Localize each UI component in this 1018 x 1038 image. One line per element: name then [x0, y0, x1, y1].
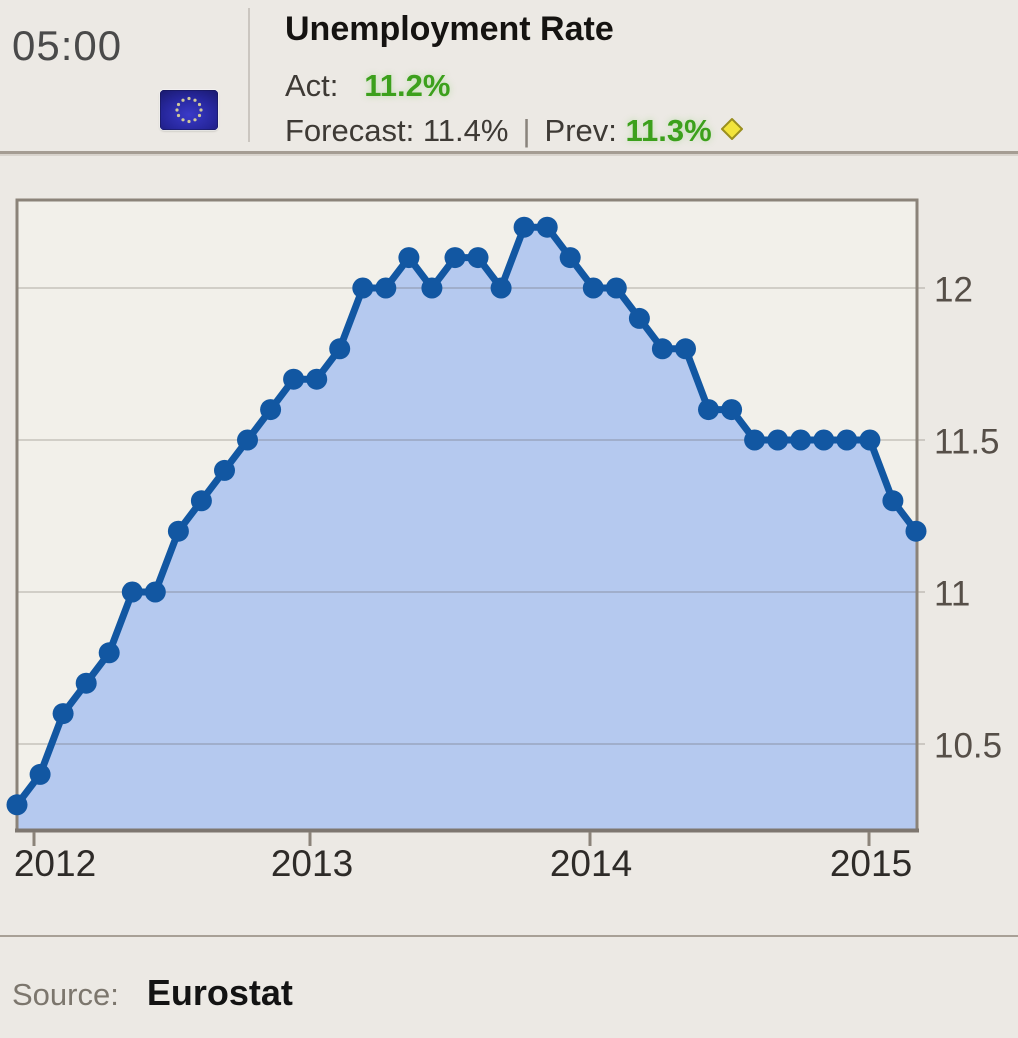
forecast-value: 11.4%: [422, 113, 509, 148]
data-point: [628, 307, 650, 329]
source-row: Source: Eurostat: [12, 972, 293, 1014]
event-title: Unemployment Rate: [285, 10, 614, 48]
data-point: [467, 247, 489, 269]
data-point: [882, 490, 904, 512]
previous-value: 11.3%: [625, 113, 712, 148]
data-point: [421, 277, 443, 299]
data-point: [283, 368, 305, 390]
x-axis-label: 2014: [550, 843, 632, 884]
data-point: [29, 763, 51, 785]
event-header[interactable]: 05:00 Unemployment Rate Act:: [0, 0, 1018, 156]
footer-divider: [0, 935, 1018, 937]
forecast-label: Forecast:: [285, 113, 415, 148]
data-point: [6, 794, 28, 816]
forecast-previous-row: Forecast: 11.4% | Prev: 11.3%: [285, 113, 744, 149]
event-time: 05:00: [12, 22, 123, 69]
y-axis-label: 11.5: [934, 423, 1000, 462]
data-point: [836, 429, 858, 451]
header-divider: [0, 151, 1018, 156]
data-point: [559, 247, 581, 269]
area-fill: [17, 227, 916, 830]
data-point: [167, 520, 189, 542]
data-point: [444, 247, 466, 269]
data-point: [375, 277, 397, 299]
data-point: [859, 429, 881, 451]
data-point: [813, 429, 835, 451]
source-value: Eurostat: [146, 972, 293, 1013]
data-point: [98, 642, 120, 664]
data-point: [121, 581, 143, 603]
data-point: [721, 399, 743, 421]
eu-flag-icon: [160, 90, 218, 130]
x-axis-label: 2013: [271, 843, 353, 884]
data-point: [306, 368, 328, 390]
data-point: [767, 429, 789, 451]
x-axis-label: 2015: [830, 843, 912, 884]
header-column-divider: [248, 8, 250, 142]
previous-label: Prev:: [544, 113, 617, 148]
data-point: [675, 338, 696, 360]
y-axis-label: 11: [934, 575, 970, 614]
data-point: [698, 399, 719, 421]
data-point: [352, 277, 374, 299]
actual-value: 11.2%: [364, 68, 451, 103]
data-point: [513, 216, 535, 238]
data-point: [582, 277, 604, 299]
data-point: [75, 672, 97, 694]
data-point: [237, 429, 258, 451]
x-axis-label: 2012: [14, 843, 96, 884]
data-point: [144, 581, 166, 603]
data-point: [398, 247, 420, 269]
data-point: [790, 429, 812, 451]
data-point: [214, 459, 235, 481]
data-point: [260, 399, 282, 421]
source-label: Source:: [12, 977, 119, 1012]
value-separator: |: [522, 113, 531, 148]
data-point: [605, 277, 627, 299]
revised-diamond-icon: [720, 113, 744, 149]
y-axis-label: 10.5: [934, 727, 1002, 766]
y-axis-label: 12: [934, 271, 973, 310]
data-point: [490, 277, 512, 299]
actual-row: Act: 11.2%: [285, 68, 450, 104]
data-point: [744, 429, 766, 451]
data-point: [52, 703, 74, 725]
data-point: [329, 338, 351, 360]
actual-label: Act:: [285, 68, 339, 103]
data-point: [651, 338, 673, 360]
data-point: [536, 216, 558, 238]
trend-line: [13, 223, 920, 809]
eu-flag-graphic: [160, 90, 218, 130]
data-point: [905, 520, 927, 542]
unemployment-chart[interactable]: 12 11.5 11 10.5 2012 2013 2014 2015: [0, 160, 1018, 890]
chart-area[interactable]: 12 11.5 11 10.5 2012 2013 2014 2015: [0, 160, 1018, 890]
data-point: [190, 490, 212, 512]
